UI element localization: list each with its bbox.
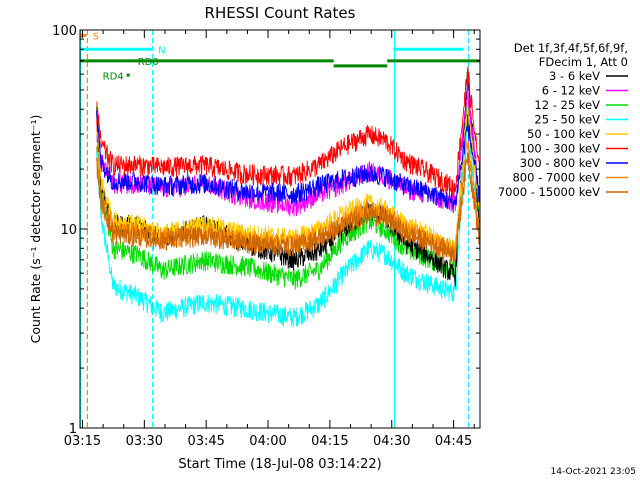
- series-line-100-300-kev: [96, 66, 481, 198]
- annotation-rd4-marker: [126, 73, 130, 77]
- legend-label-6-12-kev: 6 - 12 keV: [542, 84, 600, 98]
- flag-marker-s: [80, 32, 86, 39]
- series-line-25-50-kev: [96, 104, 481, 328]
- legend-header-line-1: Det 1f,3f,4f,5f,6f,9f,: [514, 41, 628, 55]
- footer-timestamp: 14-Oct-2021 23:05: [551, 467, 636, 477]
- x-tick-label-0445: 04:45: [435, 434, 472, 449]
- legend-label-300-800-kev: 300 - 800 keV: [520, 156, 600, 170]
- legend-item-800-7000-kev: 800 - 7000 keV: [512, 171, 628, 185]
- y-tick-label-1: 1: [69, 422, 77, 437]
- chart-title: RHESSI Count Rates: [205, 4, 356, 22]
- legend-label-12-25-kev: 12 - 25 keV: [534, 98, 600, 112]
- legend-label-50-100-kev: 50 - 100 keV: [527, 127, 600, 141]
- legend-item-25-50-kev: 25 - 50 keV: [534, 113, 628, 127]
- legend-item-3-6-kev: 3 - 6 keV: [549, 69, 628, 83]
- legend-label-3-6-kev: 3 - 6 keV: [549, 69, 600, 83]
- legend-item-100-300-kev: 100 - 300 keV: [520, 142, 628, 156]
- legend-label-7000-15000-kev: 7000 - 15000 keV: [498, 185, 600, 199]
- x-tick-label-0345: 03:45: [187, 434, 224, 449]
- status-bar-label-n: N: [158, 45, 165, 56]
- status-bar-label-s: S: [93, 31, 99, 42]
- legend-label-25-50-kev: 25 - 50 keV: [534, 113, 600, 127]
- legend-label-800-7000-kev: 800 - 7000 keV: [512, 171, 600, 185]
- series-line-300-800-kev: [96, 110, 481, 214]
- x-tick-label-0315: 03:15: [64, 434, 101, 449]
- ticks-layer: 1 10 100 03:15 03:30 03:45 04:00 04:15 04:30 04:4…: [52, 24, 480, 449]
- series-line-12-25-kev: [96, 95, 481, 290]
- x-tick-label-0415: 04:15: [311, 434, 348, 449]
- legend-label-100-300-kev: 100 - 300 keV: [520, 142, 600, 156]
- y-tick-label-10: 10: [60, 223, 77, 238]
- series-line-7000-15000-kev: [96, 152, 481, 265]
- annotation-rd4: RD4: [103, 72, 124, 83]
- y-axis-label: Count Rate (s⁻¹ detector segment⁻¹): [28, 115, 43, 344]
- legend-item-7000-15000-kev: 7000 - 15000 keV: [498, 185, 628, 199]
- legend-item-300-800-kev: 300 - 800 keV: [520, 156, 628, 170]
- legend-item-12-25-kev: 12 - 25 keV: [534, 98, 628, 112]
- x-tick-label-0400: 04:00: [249, 434, 286, 449]
- legend: Det 1f,3f,4f,5f,6f,9f, FDecim 1, Att 0 3…: [498, 41, 628, 199]
- data-layer: [79, 30, 481, 428]
- annotation-rd0: RD0: [138, 57, 159, 68]
- legend-item-6-12-kev: 6 - 12 keV: [542, 84, 628, 98]
- x-axis-label: Start Time (18-Jul-08 03:14:22): [178, 457, 381, 472]
- x-tick-label-0330: 03:30: [126, 434, 163, 449]
- x-tick-label-0430: 04:30: [373, 434, 410, 449]
- y-tick-label-100: 100: [52, 24, 77, 39]
- legend-header-line-2: FDecim 1, Att 0: [539, 55, 628, 69]
- legend-item-50-100-kev: 50 - 100 keV: [527, 127, 628, 141]
